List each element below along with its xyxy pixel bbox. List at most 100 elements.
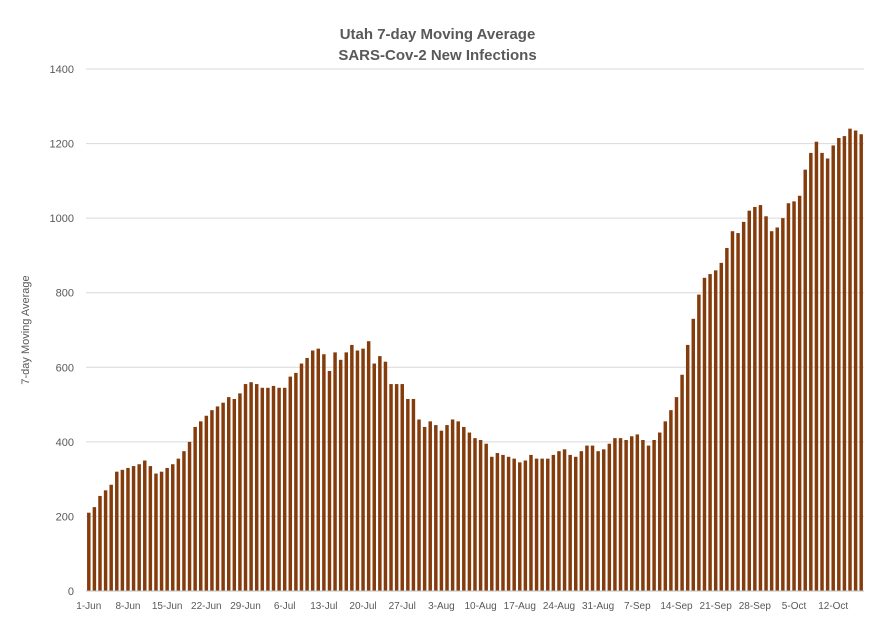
bar [445, 425, 449, 591]
bar [568, 454, 572, 591]
bar [406, 398, 410, 591]
bar [635, 434, 640, 591]
x-tick-label: 24-Aug [543, 601, 575, 612]
bar [769, 231, 774, 591]
x-tick-label: 15-Jun [152, 601, 183, 612]
bar [462, 426, 466, 591]
bar [394, 384, 399, 591]
y-tick-label: 0 [68, 586, 74, 598]
bar [249, 382, 253, 591]
bar [417, 419, 421, 591]
bar [187, 441, 192, 591]
bar [327, 371, 332, 591]
bar [596, 451, 600, 591]
bar [92, 507, 97, 591]
bar [165, 467, 169, 591]
bar [361, 348, 365, 591]
bar [495, 453, 500, 591]
x-tick-label: 13-Jul [310, 601, 337, 612]
bar [434, 425, 438, 591]
bar [428, 421, 432, 591]
chart-title: Utah 7-day Moving Average [339, 26, 536, 43]
bar [137, 464, 141, 591]
bar [148, 466, 153, 591]
bar [182, 451, 186, 591]
y-tick-label: 600 [56, 362, 74, 374]
bar [529, 454, 533, 591]
x-tick-label: 6-Jul [274, 601, 296, 612]
bar [221, 402, 225, 591]
bar [473, 438, 477, 591]
x-tick-label: 27-Jul [389, 601, 416, 612]
bar [797, 195, 802, 591]
bar [103, 490, 108, 591]
bar [680, 374, 684, 591]
bar [411, 398, 416, 591]
bar [109, 484, 113, 591]
x-tick-label: 31-Aug [582, 601, 614, 612]
bar [523, 460, 528, 591]
bar [126, 467, 130, 591]
bar [87, 512, 91, 591]
bar [781, 218, 785, 591]
bar [260, 387, 265, 591]
bar [333, 352, 337, 591]
bar [534, 458, 539, 591]
bar [338, 359, 343, 591]
bar [669, 410, 673, 591]
bar [266, 387, 270, 591]
bar [803, 169, 807, 591]
bar [764, 216, 768, 591]
bar [199, 421, 203, 591]
bar [478, 439, 483, 591]
x-tick-label: 21-Sep [700, 601, 733, 612]
bar [389, 384, 393, 591]
bar [825, 158, 830, 591]
bar [613, 438, 617, 591]
bar [518, 462, 522, 591]
bar [663, 421, 668, 591]
bar [624, 439, 628, 591]
bar [506, 456, 511, 591]
bar [238, 393, 242, 591]
y-axis-title: 7-day Moving Average [20, 275, 32, 384]
bar [322, 354, 326, 591]
bar [585, 445, 589, 591]
bar [372, 363, 376, 591]
bar [490, 456, 494, 591]
x-tick-label: 28-Sep [739, 601, 772, 612]
bar [562, 449, 567, 591]
x-tick-label: 3-Aug [428, 601, 455, 612]
bar [294, 372, 298, 591]
bar [652, 439, 656, 591]
x-tick-label: 10-Aug [464, 601, 496, 612]
bar [366, 341, 371, 591]
bar [383, 361, 388, 591]
bar [501, 454, 505, 591]
bar [646, 445, 651, 591]
bar [467, 432, 472, 591]
y-tick-label: 1200 [50, 139, 74, 151]
bar [708, 274, 712, 591]
bar [171, 464, 175, 591]
bar [344, 352, 349, 591]
y-tick-label: 1000 [50, 213, 74, 225]
bar [557, 451, 561, 591]
bar [204, 415, 209, 591]
bar [574, 456, 578, 591]
bar [629, 436, 634, 591]
bar [210, 410, 214, 591]
bar [176, 458, 181, 591]
bar [484, 443, 488, 591]
bar [350, 344, 354, 591]
bar [277, 387, 281, 591]
bar [154, 473, 158, 591]
bar [450, 419, 455, 591]
bar [193, 426, 197, 591]
bar [713, 270, 718, 591]
x-tick-label: 8-Jun [115, 601, 140, 612]
x-tick-label: 5-Oct [782, 601, 807, 612]
bar [254, 384, 259, 591]
bar [310, 350, 315, 591]
